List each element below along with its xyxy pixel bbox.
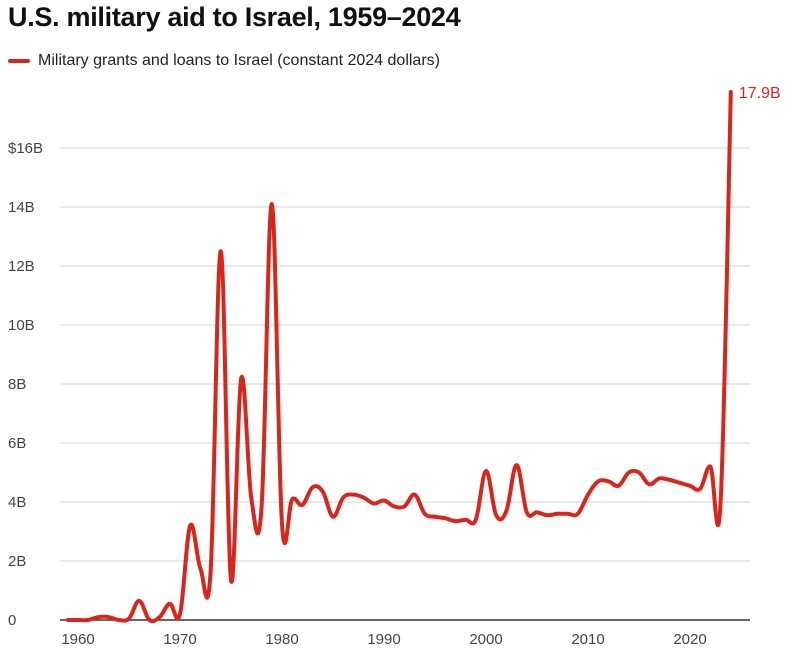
x-tick-label: 1990 xyxy=(367,631,400,648)
x-tick-label: 1960 xyxy=(61,631,94,648)
y-tick-label: 6B xyxy=(8,435,26,452)
data-label: 17.9B xyxy=(739,85,781,102)
y-tick-label: 4B xyxy=(8,494,26,511)
chart-title: U.S. military aid to Israel, 1959–2024 xyxy=(8,2,461,32)
x-tick-label: 2000 xyxy=(469,631,502,648)
legend-swatch xyxy=(8,59,30,63)
y-tick-label: 8B xyxy=(8,376,26,393)
y-tick-label: 14B xyxy=(8,199,35,216)
y-tick-label: $16B xyxy=(8,140,43,157)
x-tick-label: 1970 xyxy=(163,631,196,648)
x-tick-label: 2020 xyxy=(673,631,706,648)
legend-label: Military grants and loans to Israel (con… xyxy=(38,52,440,69)
y-tick-label: 10B xyxy=(8,317,35,334)
legend: Military grants and loans to Israel (con… xyxy=(8,52,440,70)
y-tick-label: 2B xyxy=(8,553,26,570)
x-tick-label: 1980 xyxy=(265,631,298,648)
y-tick-label: 12B xyxy=(8,258,35,275)
y-tick-label: 0 xyxy=(8,612,16,629)
x-tick-label: 2010 xyxy=(571,631,604,648)
series-line xyxy=(65,89,733,624)
